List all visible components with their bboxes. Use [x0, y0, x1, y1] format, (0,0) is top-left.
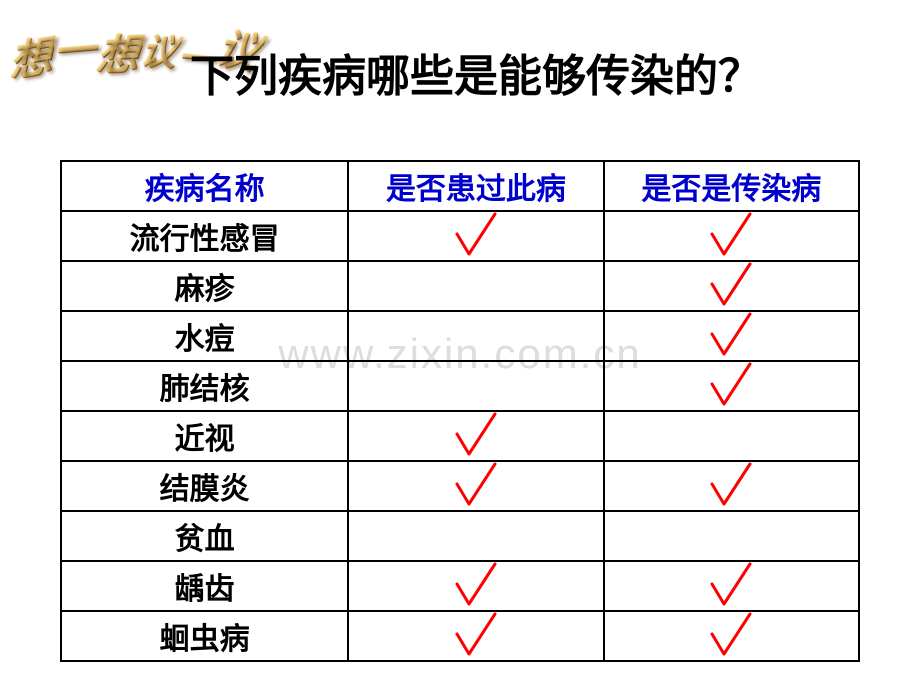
checkmark-icon [451, 410, 501, 468]
had-cell [348, 311, 603, 361]
had-cell [348, 561, 603, 611]
infectious-cell [604, 461, 859, 511]
infectious-cell [604, 511, 859, 561]
checkmark-icon [451, 560, 501, 618]
disease-table: 疾病名称 是否患过此病 是否是传染病 流行性感冒麻疹水痘肺结核近视结膜炎贫血龋齿… [60, 160, 860, 662]
checkmark-icon [706, 460, 756, 518]
had-cell [348, 611, 603, 661]
checkmark-icon [451, 610, 501, 668]
infectious-cell [604, 211, 859, 261]
checkmark-icon [706, 310, 756, 368]
checkmark-icon [706, 560, 756, 618]
infectious-cell [604, 361, 859, 411]
disease-name-cell: 麻疹 [61, 261, 348, 311]
disease-name-cell: 水痘 [61, 311, 348, 361]
table-row: 贫血 [61, 511, 859, 561]
wordart-char: 想 [9, 23, 56, 91]
checkmark-icon [706, 260, 756, 318]
table-row: 结膜炎 [61, 461, 859, 511]
had-cell [348, 511, 603, 561]
disease-name-cell: 蛔虫病 [61, 611, 348, 661]
checkmark-icon [706, 360, 756, 418]
disease-name-cell: 结膜炎 [61, 461, 348, 511]
infectious-cell [604, 261, 859, 311]
disease-name-cell: 龋齿 [61, 561, 348, 611]
table-row: 肺结核 [61, 361, 859, 411]
table-row: 龋齿 [61, 561, 859, 611]
checkmark-icon [451, 460, 501, 518]
infectious-cell [604, 611, 859, 661]
header-name: 疾病名称 [61, 161, 348, 211]
had-cell [348, 211, 603, 261]
disease-name-cell: 贫血 [61, 511, 348, 561]
header-had: 是否患过此病 [348, 161, 603, 211]
disease-name-cell: 肺结核 [61, 361, 348, 411]
had-cell [348, 411, 603, 461]
had-cell [348, 461, 603, 511]
disease-table-wrap: 疾病名称 是否患过此病 是否是传染病 流行性感冒麻疹水痘肺结核近视结膜炎贫血龋齿… [60, 160, 860, 662]
table-row: 水痘 [61, 311, 859, 361]
had-cell [348, 261, 603, 311]
table-row: 蛔虫病 [61, 611, 859, 661]
table-header-row: 疾病名称 是否患过此病 是否是传染病 [61, 161, 859, 211]
checkmark-icon [706, 610, 756, 668]
table-row: 麻疹 [61, 261, 859, 311]
checkmark-icon [706, 210, 756, 268]
table-row: 流行性感冒 [61, 211, 859, 261]
disease-name-cell: 流行性感冒 [61, 211, 348, 261]
page-title: 下列疾病哪些是能够传染的？ [190, 40, 762, 104]
had-cell [348, 361, 603, 411]
disease-name-cell: 近视 [61, 411, 348, 461]
table-row: 近视 [61, 411, 859, 461]
header-infectious: 是否是传染病 [604, 161, 859, 211]
infectious-cell [604, 411, 859, 461]
infectious-cell [604, 561, 859, 611]
wordart-char: 一 [52, 16, 100, 81]
checkmark-icon [451, 210, 501, 268]
infectious-cell [604, 311, 859, 361]
